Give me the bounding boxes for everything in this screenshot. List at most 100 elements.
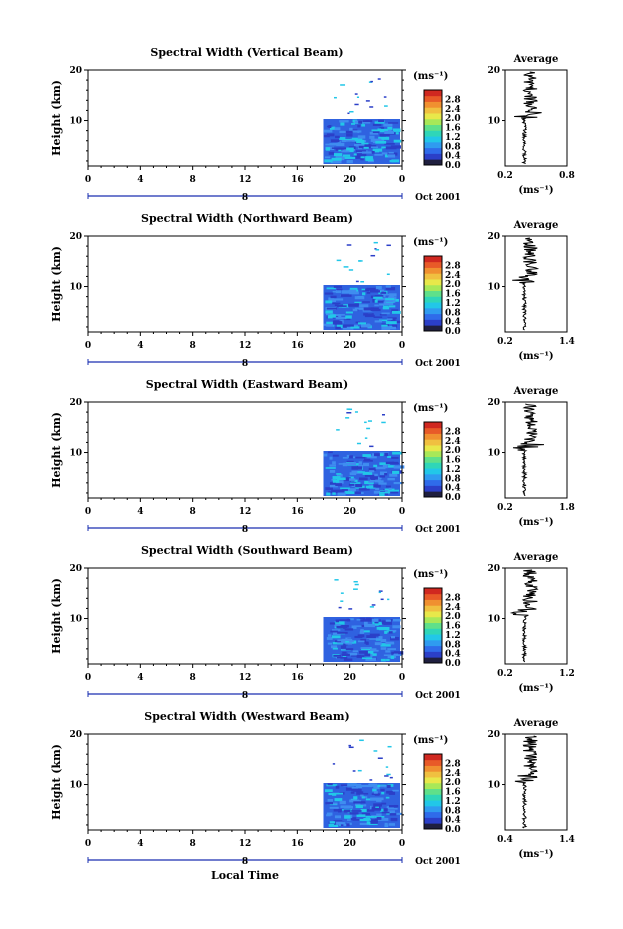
x-tick-label: 8 <box>190 673 196 683</box>
heatmap-cell <box>347 786 359 790</box>
x-tick-label: 16 <box>291 839 304 849</box>
average-x-tick-label: 0.2 <box>497 669 513 679</box>
average-y-tick-label: 20 <box>487 730 500 740</box>
heatmap-cell <box>366 809 375 812</box>
heatmap-cell <box>352 308 358 312</box>
colorbar-swatch <box>424 485 442 492</box>
colorbar-swatch <box>424 782 442 790</box>
colorbar-tick-label: 0.8 <box>445 806 461 816</box>
average-x-tick-label: 0.2 <box>497 171 513 181</box>
day-label: 8 <box>242 857 248 867</box>
heatmap-cell <box>383 305 389 309</box>
heatmap-cell <box>348 488 356 492</box>
heatmap-cell <box>369 131 379 135</box>
heatmap-cell <box>352 650 359 653</box>
heatmap-cell <box>353 153 358 156</box>
heatmap-cell <box>355 804 363 809</box>
heatmap-cell <box>326 812 333 816</box>
colorbar-swatch <box>424 439 442 446</box>
heatmap-cell <box>339 137 346 140</box>
x-tick-label: 16 <box>291 175 304 185</box>
heatmap-cell <box>376 813 382 817</box>
heatmap-cell <box>347 112 350 115</box>
heatmap-cell <box>384 143 395 145</box>
heatmap-cell <box>365 617 371 621</box>
heatmap-cell <box>348 744 352 747</box>
heatmap-cell <box>379 452 389 456</box>
average-frame <box>504 235 568 333</box>
heatmap-cell <box>374 295 384 298</box>
date-label: Oct 2001 <box>415 525 461 535</box>
heatmap-cell <box>336 625 348 629</box>
heatmap-cell <box>368 783 376 787</box>
colorbar-swatch <box>424 765 442 772</box>
heatmap-cell <box>356 814 366 817</box>
heatmap-cell <box>360 808 367 812</box>
heatmap-cell <box>387 648 396 651</box>
heatmap-cell <box>326 287 336 290</box>
heatmap-cell <box>387 152 398 156</box>
heatmap-cell <box>348 746 354 749</box>
heatmap-cell <box>373 241 378 244</box>
heatmap-cell <box>371 150 375 154</box>
heatmap-cell <box>384 775 389 777</box>
x-tick-label: 4 <box>137 839 143 849</box>
heatmap-cell <box>392 625 401 629</box>
colorbar-tick-label: 1.6 <box>445 124 461 134</box>
colorbar-swatch <box>424 823 442 830</box>
colorbar-swatch <box>424 788 442 795</box>
heatmap-cell <box>384 824 389 828</box>
heatmap-cell <box>359 492 364 495</box>
average-profile: Average 0.2 1.2 10 20 (ms⁻¹) <box>487 552 574 694</box>
heatmap-cell <box>326 307 338 310</box>
heatmap-cell <box>370 295 376 299</box>
heatmap-cell <box>329 484 338 488</box>
colorbar-swatch <box>424 473 442 481</box>
heatmap-cell <box>359 304 369 308</box>
heatmap-cell <box>329 456 333 460</box>
heatmap-cell <box>344 138 354 141</box>
heatmap-cell <box>337 640 346 644</box>
heatmap-cell <box>365 144 371 147</box>
colorbar-swatch <box>424 611 442 618</box>
heatmap-cell <box>337 140 341 144</box>
heatmap-cell <box>375 249 380 251</box>
heatmap-cell <box>388 805 399 808</box>
heatmap-cell <box>378 138 385 142</box>
heatmap-cell <box>335 317 347 320</box>
heatmap-cell <box>354 583 359 586</box>
heatmap-cell <box>349 799 360 803</box>
date-label: Oct 2001 <box>415 691 461 701</box>
colorbar-tick-label: 2.0 <box>445 280 461 290</box>
heatmap-cell <box>351 625 357 629</box>
heatmap-cell <box>328 297 335 301</box>
heatmap-cell <box>390 655 395 659</box>
colorbar-swatch <box>424 794 442 801</box>
heatmap-cell <box>338 606 342 609</box>
heatmap-cell <box>344 815 351 819</box>
heatmap-cell <box>387 126 393 130</box>
heatmap-cell <box>372 300 384 303</box>
heatmap-cell <box>348 303 359 307</box>
colorbar-tick-label: 2.4 <box>445 437 461 447</box>
heatmap-cell <box>346 147 354 151</box>
colorbar-swatch <box>424 599 442 606</box>
x-tick-label: 0 <box>399 507 405 517</box>
heatmap-cell <box>374 299 378 303</box>
colorbar-tick-label: 1.2 <box>445 133 461 143</box>
heatmap-cell <box>343 324 354 327</box>
heatmap-cell <box>362 120 373 123</box>
heatmap-cell <box>348 608 353 610</box>
heatmap-cell <box>342 154 351 157</box>
heatmap-cell <box>354 296 365 300</box>
heatmap-cell <box>390 636 396 639</box>
heatmap-cell <box>345 150 354 153</box>
average-y-tick-label: 10 <box>487 449 500 459</box>
x-tick-label: 4 <box>137 507 143 517</box>
heatmap-cell <box>351 137 363 141</box>
heatmap-cell <box>343 130 354 134</box>
heatmap-cell <box>341 149 347 153</box>
colorbar-tick-label: 0.8 <box>445 474 461 484</box>
heatmap-cell <box>333 285 343 288</box>
heatmap-cell <box>331 635 341 639</box>
